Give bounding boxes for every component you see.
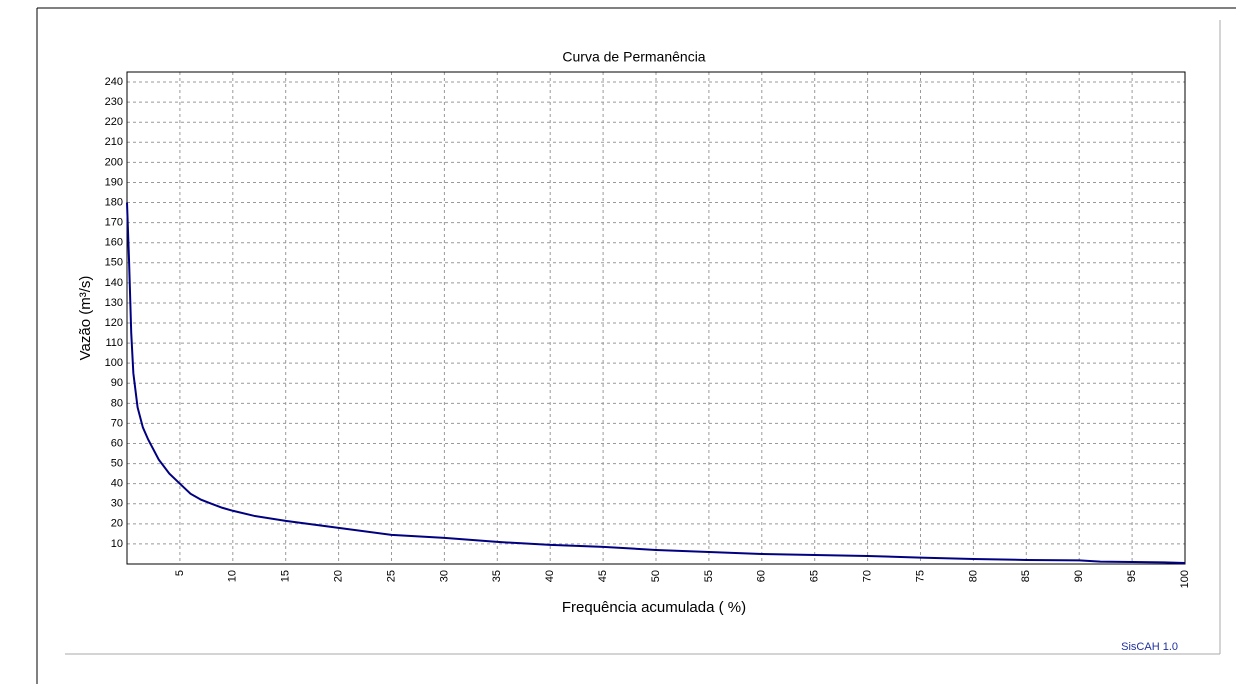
y-tick-label: 240 [105, 76, 123, 88]
y-tick-label: 100 [105, 357, 123, 369]
y-tick-label: 30 [111, 498, 123, 510]
y-tick-label: 220 [105, 116, 123, 128]
y-tick-label: 210 [105, 136, 123, 148]
x-tick-label: 85 [1020, 570, 1032, 582]
x-tick-label: 15 [280, 570, 292, 582]
y-tick-label: 200 [105, 156, 123, 168]
y-tick-label: 90 [111, 377, 123, 389]
y-axis-label: Vazão (m³/s) [77, 276, 94, 361]
x-tick-label: 70 [862, 570, 874, 582]
x-tick-label: 75 [914, 570, 926, 582]
x-axis-label: Frequência acumulada ( %) [562, 599, 746, 616]
x-tick-label: 35 [491, 570, 503, 582]
x-tick-label: 40 [544, 570, 556, 582]
y-tick-label: 80 [111, 397, 123, 409]
y-tick-label: 150 [105, 257, 123, 269]
y-tick-label: 40 [111, 478, 123, 490]
x-tick-label: 5 [174, 570, 186, 576]
y-tick-label: 10 [111, 538, 123, 550]
watermark: SisCAH 1.0 [1121, 641, 1178, 653]
line [126, 202, 1186, 564]
x-tick-label: 80 [967, 570, 979, 582]
y-tick-label: 190 [105, 176, 123, 188]
x-tick-label: 100 [1179, 570, 1191, 588]
x-tick-label: 95 [1126, 570, 1138, 582]
y-tick-label: 110 [105, 337, 123, 349]
y-tick-label: 160 [105, 237, 123, 249]
y-tick-label: 170 [105, 217, 123, 229]
y-tick-label: 180 [105, 196, 123, 208]
y-tick-label: 60 [111, 437, 123, 449]
x-tick-label: 45 [597, 570, 609, 582]
y-tick-label: 120 [105, 317, 123, 329]
chart-title: Curva de Permanência [562, 49, 705, 65]
y-tick-label: 230 [105, 96, 123, 108]
x-tick-label: 50 [650, 570, 662, 582]
y-tick-label: 70 [111, 417, 123, 429]
x-tick-label: 90 [1073, 570, 1085, 582]
y-tick-label: 20 [111, 518, 123, 530]
y-tick-label: 50 [111, 457, 123, 469]
x-tick-label: 60 [756, 570, 768, 582]
x-tick-label: 65 [809, 570, 821, 582]
x-tick-label: 55 [703, 570, 715, 582]
y-tick-label: 130 [105, 297, 123, 309]
y-tick-label: 140 [105, 277, 123, 289]
x-tick-label: 10 [227, 570, 239, 582]
x-tick-label: 25 [385, 570, 397, 582]
plot-area [126, 71, 1186, 565]
x-tick-label: 20 [333, 570, 345, 582]
x-tick-label: 30 [438, 570, 450, 582]
